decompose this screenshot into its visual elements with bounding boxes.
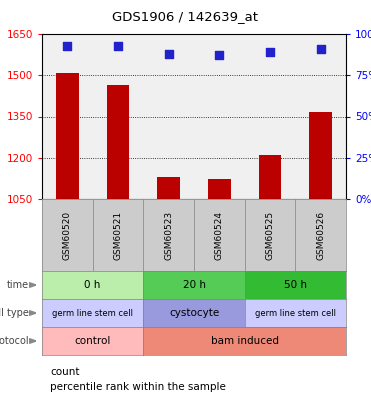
Text: GSM60520: GSM60520 — [63, 211, 72, 260]
Text: GSM60523: GSM60523 — [164, 211, 173, 260]
Bar — [56, 73, 79, 199]
Point — [115, 42, 121, 49]
Point — [166, 51, 172, 57]
Text: count: count — [50, 367, 80, 377]
Text: GDS1906 / 142639_at: GDS1906 / 142639_at — [112, 10, 259, 23]
Bar — [309, 112, 332, 199]
Polygon shape — [29, 283, 36, 287]
Text: GSM60526: GSM60526 — [316, 211, 325, 260]
Point — [267, 49, 273, 55]
Text: time: time — [7, 280, 29, 290]
Bar — [208, 179, 231, 199]
Point — [216, 52, 222, 59]
Text: percentile rank within the sample: percentile rank within the sample — [50, 382, 226, 392]
Text: 50 h: 50 h — [284, 280, 307, 290]
Bar — [259, 155, 281, 199]
Polygon shape — [29, 311, 36, 315]
Text: bam induced: bam induced — [211, 336, 279, 346]
Text: GSM60524: GSM60524 — [215, 211, 224, 260]
Text: GSM60525: GSM60525 — [266, 211, 275, 260]
Text: protocol: protocol — [0, 336, 29, 346]
Text: control: control — [75, 336, 111, 346]
Bar — [157, 177, 180, 199]
Text: germ line stem cell: germ line stem cell — [255, 309, 336, 318]
Text: germ line stem cell: germ line stem cell — [52, 309, 133, 318]
Text: GSM60521: GSM60521 — [114, 211, 122, 260]
Text: cystocyte: cystocyte — [169, 308, 219, 318]
Bar — [106, 85, 129, 199]
Point — [64, 42, 70, 49]
Text: 0 h: 0 h — [85, 280, 101, 290]
Text: 20 h: 20 h — [183, 280, 206, 290]
Polygon shape — [29, 339, 36, 343]
Text: cell type: cell type — [0, 308, 29, 318]
Point — [318, 46, 324, 52]
